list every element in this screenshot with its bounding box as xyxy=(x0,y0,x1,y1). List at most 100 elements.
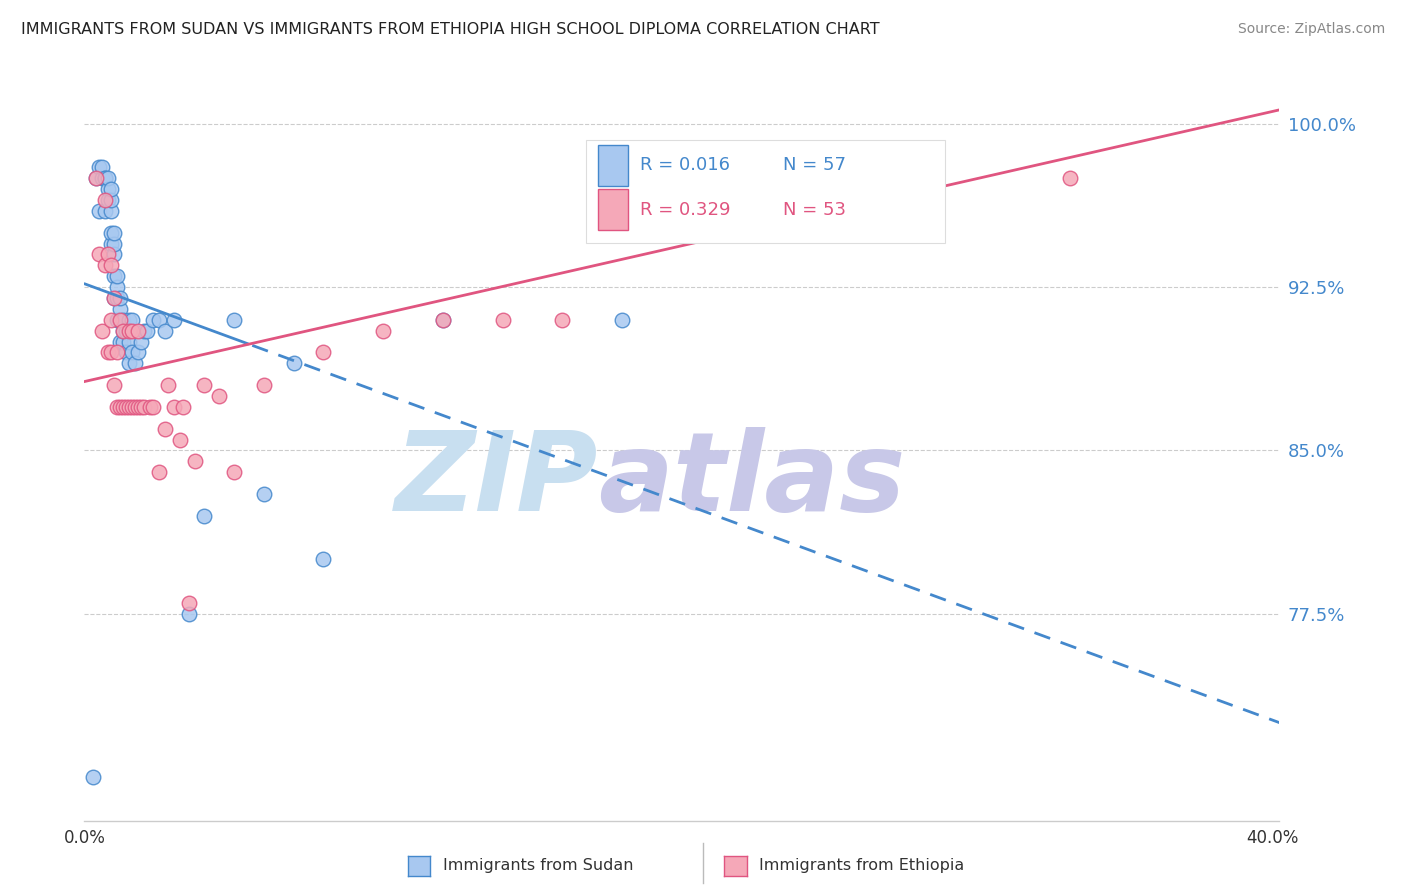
Point xyxy=(169,433,191,447)
Point xyxy=(103,247,125,261)
Point xyxy=(153,422,176,436)
Point xyxy=(94,203,117,218)
Point xyxy=(100,182,122,196)
Point xyxy=(100,193,122,207)
Point xyxy=(127,324,149,338)
Point xyxy=(612,171,634,186)
Point xyxy=(103,291,125,305)
Point xyxy=(105,345,128,359)
Point xyxy=(142,313,165,327)
Point xyxy=(177,596,200,610)
Point xyxy=(105,291,128,305)
Point xyxy=(112,313,135,327)
Point xyxy=(129,400,152,414)
Point xyxy=(121,324,143,338)
Point xyxy=(110,313,132,327)
Point xyxy=(112,324,135,338)
Point xyxy=(432,313,454,327)
Text: ZIP: ZIP xyxy=(395,426,599,533)
Point xyxy=(121,400,143,414)
Point xyxy=(82,770,104,784)
Point xyxy=(115,345,138,359)
Point xyxy=(253,378,276,392)
Point xyxy=(172,400,194,414)
Point xyxy=(100,313,122,327)
Point xyxy=(136,324,159,338)
Point xyxy=(91,161,114,175)
Point xyxy=(103,236,125,251)
Point xyxy=(910,161,932,175)
Text: atlas: atlas xyxy=(599,426,905,533)
Point xyxy=(312,345,335,359)
Point xyxy=(97,171,120,186)
Point xyxy=(94,171,117,186)
Point xyxy=(94,259,117,273)
Point xyxy=(89,203,111,218)
Point xyxy=(148,313,170,327)
Point xyxy=(100,203,122,218)
Point xyxy=(283,356,305,370)
Point xyxy=(1059,171,1081,186)
Point xyxy=(89,161,111,175)
Point xyxy=(157,378,180,392)
Point xyxy=(222,313,245,327)
Point xyxy=(97,182,120,196)
Point xyxy=(89,247,111,261)
Text: R = 0.016: R = 0.016 xyxy=(640,156,730,175)
Point xyxy=(100,236,122,251)
Point xyxy=(100,226,122,240)
Point xyxy=(731,171,754,186)
Point xyxy=(110,313,132,327)
Point xyxy=(100,345,122,359)
Point xyxy=(127,400,149,414)
Point xyxy=(97,193,120,207)
Point xyxy=(110,400,132,414)
Point xyxy=(118,313,141,327)
FancyBboxPatch shape xyxy=(599,145,628,186)
Point xyxy=(94,193,117,207)
Point xyxy=(100,259,122,273)
Point xyxy=(110,334,132,349)
Text: N = 53: N = 53 xyxy=(783,201,846,219)
Point xyxy=(184,454,207,468)
Point xyxy=(112,334,135,349)
Point xyxy=(105,280,128,294)
Point xyxy=(121,313,143,327)
Point xyxy=(115,400,138,414)
Point xyxy=(118,334,141,349)
Point xyxy=(103,378,125,392)
Point xyxy=(432,313,454,327)
Point xyxy=(91,324,114,338)
Point xyxy=(163,313,186,327)
Point xyxy=(671,161,693,175)
Point xyxy=(193,378,215,392)
Point xyxy=(94,171,117,186)
Point xyxy=(97,247,120,261)
Point xyxy=(127,345,149,359)
Point xyxy=(153,324,176,338)
Point xyxy=(193,508,215,523)
Point xyxy=(105,400,128,414)
Point xyxy=(97,345,120,359)
Point xyxy=(208,389,231,403)
Point xyxy=(551,313,574,327)
FancyBboxPatch shape xyxy=(586,139,945,244)
Point xyxy=(373,324,395,338)
Point xyxy=(253,487,276,501)
Text: 40.0%: 40.0% xyxy=(1246,829,1299,847)
Point xyxy=(612,313,634,327)
Point xyxy=(139,400,162,414)
Point xyxy=(820,171,842,186)
Point xyxy=(222,465,245,479)
Point xyxy=(177,607,200,621)
Point xyxy=(91,171,114,186)
Text: Immigrants from Sudan: Immigrants from Sudan xyxy=(443,858,633,872)
Point xyxy=(86,171,108,186)
Text: Immigrants from Ethiopia: Immigrants from Ethiopia xyxy=(759,858,965,872)
Point xyxy=(163,400,186,414)
Point xyxy=(105,269,128,284)
Point xyxy=(112,324,135,338)
Text: N = 57: N = 57 xyxy=(783,156,846,175)
Point xyxy=(492,313,515,327)
Point xyxy=(142,400,165,414)
